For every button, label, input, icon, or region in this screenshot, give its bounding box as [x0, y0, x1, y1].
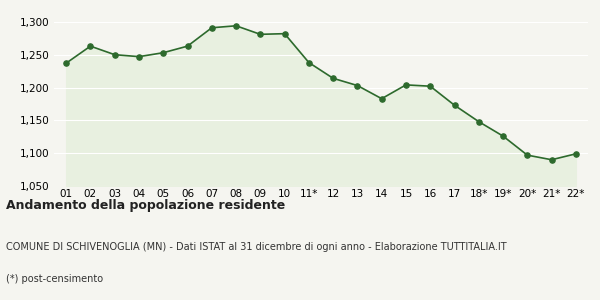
Point [231, 23, 241, 28]
Point [280, 31, 289, 36]
Point [450, 103, 460, 108]
Text: (*) post-censimento: (*) post-censimento [6, 274, 103, 284]
Point [134, 54, 144, 59]
Text: COMUNE DI SCHIVENOGLIA (MN) - Dati ISTAT al 31 dicembre di ogni anno - Elaborazi: COMUNE DI SCHIVENOGLIA (MN) - Dati ISTAT… [6, 242, 506, 251]
Point [401, 82, 411, 87]
Point [425, 84, 435, 88]
Point [304, 60, 314, 65]
Point [377, 96, 386, 101]
Point [61, 61, 71, 66]
Point [328, 76, 338, 81]
Point [110, 52, 119, 57]
Point [353, 83, 362, 88]
Point [158, 50, 168, 55]
Point [523, 153, 532, 158]
Text: Andamento della popolazione residente: Andamento della popolazione residente [6, 200, 285, 212]
Point [182, 44, 192, 49]
Point [207, 26, 217, 30]
Point [571, 152, 581, 156]
Point [498, 134, 508, 139]
Point [474, 119, 484, 124]
Point [86, 44, 95, 49]
Point [256, 32, 265, 37]
Point [547, 157, 556, 162]
